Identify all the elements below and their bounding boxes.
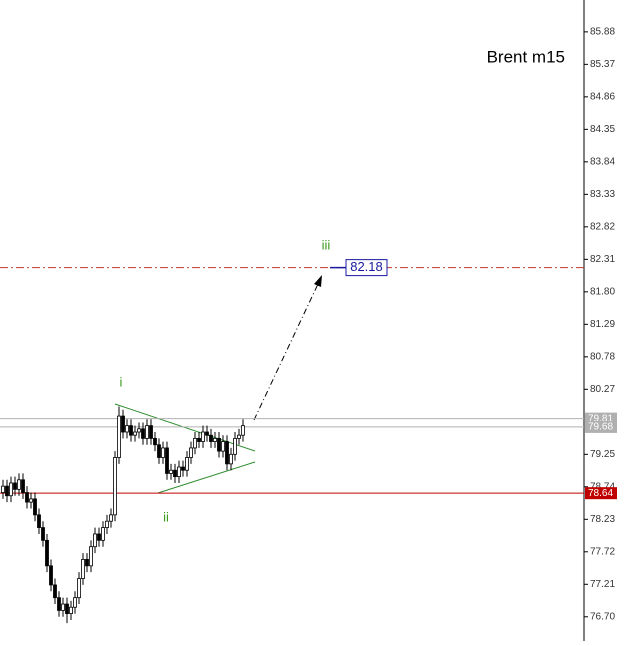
candle-body (241, 425, 245, 436)
y-tick-label: 77.72 (590, 546, 615, 557)
candle-body (133, 431, 137, 436)
candle-body (177, 466, 181, 478)
candle-body (69, 606, 73, 615)
candle-body (81, 559, 85, 579)
marks: 85.88 85.37 84.86 84.35 83.84 83.33 82.82 82.31… (0, 26, 617, 624)
candle-body (149, 425, 153, 439)
candle-body (105, 520, 109, 528)
candle-body (157, 444, 161, 458)
y-tick-label: 81.80 (590, 286, 615, 297)
candle-body (21, 479, 25, 493)
candle-body (229, 453, 233, 465)
level-tag (585, 420, 617, 433)
candle-body (109, 514, 113, 522)
candle-body (225, 441, 229, 465)
y-tick-label: 78.74 (590, 481, 615, 492)
candle-body (37, 514, 41, 528)
candle-body (117, 415, 121, 458)
candle-body (97, 533, 101, 541)
candle-body (25, 492, 29, 503)
candle-body (137, 428, 141, 433)
candle-body (145, 425, 149, 439)
candle-body (237, 434, 241, 439)
y-tick-label: 77.21 (590, 579, 615, 590)
candle-body (53, 584, 57, 599)
candle-body (193, 437, 197, 449)
candle-body (45, 539, 49, 567)
candle-body (233, 437, 237, 455)
level-tag (585, 487, 617, 500)
candle-body (89, 546, 93, 567)
y-tick-label: 80.27 (590, 384, 615, 395)
candle-body (129, 425, 133, 436)
y-tick-label: 83.33 (590, 189, 615, 200)
target-label: 82.18 (350, 259, 383, 274)
candle-body (57, 597, 61, 611)
candle-body (153, 437, 157, 446)
candle-body (1, 485, 5, 493)
candle-body (121, 415, 125, 433)
candle-body (9, 482, 13, 497)
candle-body (13, 482, 17, 490)
target-box (345, 259, 388, 277)
wave-label: ii (163, 509, 169, 524)
candle-body (141, 428, 145, 439)
candle-body (5, 485, 9, 497)
candle-body (161, 447, 165, 458)
candle-body (101, 527, 105, 541)
candle-body (61, 603, 65, 611)
candle-body (209, 434, 213, 442)
y-tick-label: 85.37 (590, 59, 615, 70)
arrow-head (314, 275, 322, 287)
candle-body (93, 533, 97, 548)
y-tick-label: 84.35 (590, 124, 615, 135)
candle-body (185, 457, 189, 471)
candle-body (165, 447, 169, 474)
y-tick-label: 80.78 (590, 351, 615, 362)
candle-body (85, 559, 89, 567)
y-tick-label: 84.86 (590, 91, 615, 102)
candle-body (173, 469, 177, 478)
triangle-lower (157, 461, 256, 494)
candle-body (33, 498, 37, 516)
y-tick-label: 78.23 (590, 514, 615, 525)
candle-body (73, 597, 77, 608)
candle-body (213, 437, 217, 442)
candle-body (221, 441, 225, 452)
y-tick-label: 83.84 (590, 156, 615, 167)
level-label: 79.81 (588, 413, 613, 424)
chart-title: Brent m15 (487, 47, 565, 66)
y-tick-label: 85.88 (590, 26, 615, 37)
candle-body (65, 603, 69, 615)
y-tick-label: 82.31 (590, 254, 615, 265)
y-tick-label: 79.25 (590, 449, 615, 460)
candle-body (77, 578, 81, 599)
level-label: 79.68 (588, 422, 613, 433)
triangle-upper (114, 403, 256, 452)
wave-label: i (120, 374, 123, 389)
y-tick-label: 82.82 (590, 221, 615, 232)
candle-body (189, 447, 193, 458)
candle-body (205, 431, 209, 436)
wave-label: iii (322, 237, 331, 252)
candle-body (49, 565, 53, 586)
candle-body (169, 469, 173, 474)
y-tick-label: 81.29 (590, 319, 615, 330)
candle-body (29, 498, 33, 503)
candle-body (41, 527, 45, 541)
candle-body (217, 437, 221, 452)
candle-body (201, 431, 205, 442)
candle-body (17, 479, 21, 490)
candle-body (113, 457, 117, 516)
level-label: 78.64 (588, 488, 613, 499)
candle-body (125, 425, 129, 433)
candle-body (197, 437, 201, 442)
y-tick-label: 76.70 (590, 611, 615, 622)
candle-body (181, 466, 185, 471)
